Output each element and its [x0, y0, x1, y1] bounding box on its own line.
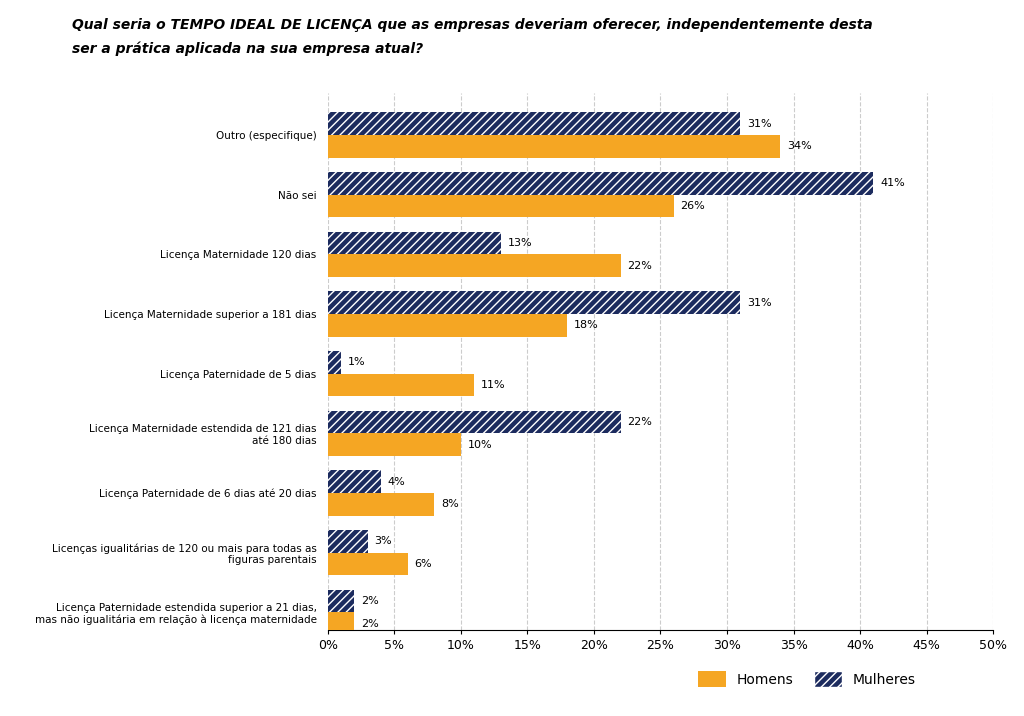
- Text: 6%: 6%: [414, 559, 432, 569]
- Bar: [328, 195, 674, 217]
- Bar: [328, 291, 740, 314]
- Text: ser a prática aplicada na sua empresa atual?: ser a prática aplicada na sua empresa at…: [72, 42, 423, 56]
- Bar: [328, 374, 474, 396]
- Bar: [328, 410, 621, 433]
- Text: 4%: 4%: [387, 477, 406, 486]
- Text: 31%: 31%: [746, 119, 772, 128]
- Text: 2%: 2%: [360, 596, 379, 606]
- Bar: [328, 135, 780, 158]
- Bar: [328, 589, 354, 612]
- Legend: Homens, Mulheres: Homens, Mulheres: [692, 666, 922, 693]
- Bar: [328, 172, 873, 195]
- Bar: [328, 351, 341, 374]
- Bar: [328, 493, 434, 516]
- Text: Qual seria o TEMPO IDEAL DE LICENÇA que as empresas deveriam oferecer, independe: Qual seria o TEMPO IDEAL DE LICENÇA que …: [72, 18, 872, 32]
- Bar: [328, 433, 461, 456]
- Text: 22%: 22%: [627, 417, 652, 427]
- Bar: [328, 530, 368, 553]
- Text: 41%: 41%: [880, 178, 905, 188]
- Text: 11%: 11%: [481, 380, 506, 390]
- Bar: [328, 231, 501, 254]
- Bar: [328, 291, 740, 314]
- Text: 8%: 8%: [440, 499, 459, 509]
- Bar: [328, 172, 873, 195]
- Bar: [328, 231, 501, 254]
- Bar: [328, 470, 381, 493]
- Bar: [328, 530, 368, 553]
- Text: 18%: 18%: [573, 320, 599, 330]
- Text: 22%: 22%: [627, 261, 652, 271]
- Bar: [328, 254, 621, 277]
- Text: 2%: 2%: [360, 619, 379, 629]
- Text: 13%: 13%: [507, 238, 532, 248]
- Text: 1%: 1%: [348, 357, 366, 367]
- Text: 10%: 10%: [467, 440, 493, 450]
- Bar: [328, 410, 621, 433]
- Text: 31%: 31%: [746, 298, 772, 307]
- Bar: [328, 112, 740, 135]
- Bar: [328, 112, 740, 135]
- Bar: [328, 351, 341, 374]
- Bar: [328, 470, 381, 493]
- Bar: [328, 553, 408, 575]
- Bar: [328, 612, 354, 635]
- Text: 26%: 26%: [680, 201, 706, 211]
- Text: 34%: 34%: [786, 141, 812, 151]
- Bar: [328, 314, 567, 337]
- Bar: [328, 589, 354, 612]
- Text: 3%: 3%: [375, 536, 392, 546]
